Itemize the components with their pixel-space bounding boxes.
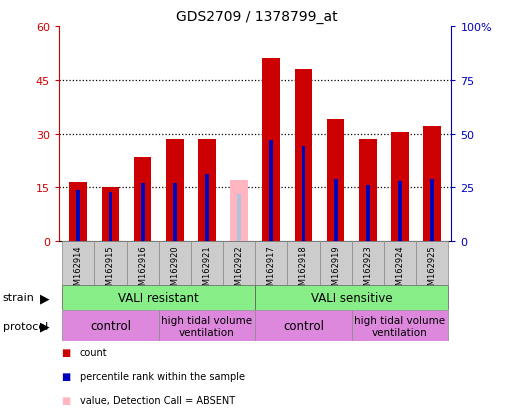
Bar xyxy=(173,184,176,242)
Text: GSM162925: GSM162925 xyxy=(428,245,437,296)
Bar xyxy=(230,181,248,242)
Text: GSM162922: GSM162922 xyxy=(234,245,244,296)
Bar xyxy=(237,195,241,242)
Bar xyxy=(287,242,320,285)
Bar xyxy=(391,133,409,242)
Text: GSM162918: GSM162918 xyxy=(299,245,308,296)
Bar xyxy=(159,311,255,342)
Bar xyxy=(255,285,448,311)
Bar xyxy=(134,157,151,242)
Text: GSM162916: GSM162916 xyxy=(138,245,147,296)
Bar xyxy=(320,242,352,285)
Text: GSM162915: GSM162915 xyxy=(106,245,115,296)
Bar xyxy=(191,242,223,285)
Text: percentile rank within the sample: percentile rank within the sample xyxy=(80,371,245,381)
Text: GSM162919: GSM162919 xyxy=(331,245,340,296)
Bar xyxy=(166,140,184,242)
Bar xyxy=(423,127,441,242)
Text: GSM162923: GSM162923 xyxy=(363,245,372,296)
Bar xyxy=(62,311,159,342)
Bar xyxy=(416,242,448,285)
Bar xyxy=(102,187,120,242)
Bar xyxy=(109,192,112,242)
Text: ■: ■ xyxy=(62,347,71,357)
Bar xyxy=(327,120,345,242)
Bar xyxy=(223,242,255,285)
Text: ■: ■ xyxy=(62,395,71,405)
Bar xyxy=(430,179,434,242)
Text: count: count xyxy=(80,347,107,357)
Text: GDS2709 / 1378799_at: GDS2709 / 1378799_at xyxy=(175,10,338,24)
Bar xyxy=(263,59,280,242)
Bar xyxy=(366,186,370,242)
Bar xyxy=(333,179,338,242)
Bar xyxy=(198,140,216,242)
Text: ▶: ▶ xyxy=(41,320,50,332)
Bar xyxy=(359,140,377,242)
Text: strain: strain xyxy=(3,293,34,303)
Text: control: control xyxy=(283,320,324,332)
Text: high tidal volume
ventilation: high tidal volume ventilation xyxy=(162,315,252,337)
Bar xyxy=(159,242,191,285)
Text: value, Detection Call = ABSENT: value, Detection Call = ABSENT xyxy=(80,395,234,405)
Bar xyxy=(127,242,159,285)
Text: GSM162921: GSM162921 xyxy=(203,245,211,296)
Bar xyxy=(255,242,287,285)
Bar xyxy=(69,183,87,242)
Text: VALI resistant: VALI resistant xyxy=(119,291,199,304)
Bar xyxy=(352,311,448,342)
Text: GSM162917: GSM162917 xyxy=(267,245,276,296)
Bar xyxy=(205,175,209,242)
Bar xyxy=(76,190,80,242)
Bar xyxy=(141,184,145,242)
Text: control: control xyxy=(90,320,131,332)
Bar xyxy=(352,242,384,285)
Bar xyxy=(384,242,416,285)
Text: protocol: protocol xyxy=(3,321,48,331)
Bar xyxy=(269,141,273,242)
Text: GSM162924: GSM162924 xyxy=(396,245,404,296)
Bar xyxy=(255,311,352,342)
Text: VALI sensitive: VALI sensitive xyxy=(311,291,392,304)
Bar xyxy=(294,70,312,242)
Text: GSM162914: GSM162914 xyxy=(74,245,83,296)
Text: ■: ■ xyxy=(62,371,71,381)
Bar xyxy=(62,242,94,285)
Bar xyxy=(62,285,255,311)
Bar xyxy=(398,181,402,242)
Bar xyxy=(302,147,305,242)
Text: high tidal volume
ventilation: high tidal volume ventilation xyxy=(354,315,445,337)
Text: ▶: ▶ xyxy=(41,291,50,304)
Bar xyxy=(94,242,127,285)
Text: GSM162920: GSM162920 xyxy=(170,245,180,296)
